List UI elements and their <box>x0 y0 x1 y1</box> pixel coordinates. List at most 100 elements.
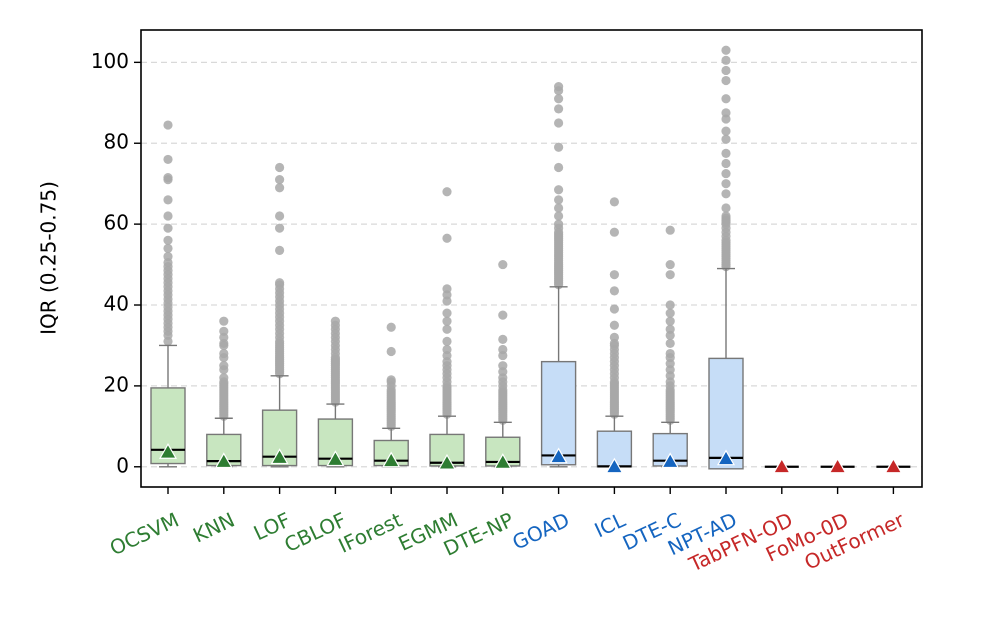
outlier-point <box>721 168 731 179</box>
box-tabpfn-od <box>764 457 799 474</box>
box-knn <box>206 316 242 469</box>
outlier-point <box>721 189 731 199</box>
outlier-point <box>665 348 675 359</box>
outlier-point <box>665 338 675 349</box>
outlier-point <box>554 219 564 229</box>
mean-marker <box>605 457 624 474</box>
outlier-point <box>721 134 731 144</box>
outlier-point <box>442 233 452 243</box>
mean-marker <box>772 457 791 474</box>
outlier-point <box>554 162 564 173</box>
outlier-point <box>609 286 620 296</box>
outlier-point <box>554 118 564 128</box>
outlier-point <box>721 179 731 189</box>
box-outformer <box>876 457 911 474</box>
y-tick-label: 40 <box>104 292 129 316</box>
outlier-point <box>219 373 229 383</box>
outlier-point <box>721 203 731 213</box>
outlier-point <box>442 316 452 326</box>
outlier-point <box>665 316 675 326</box>
outlier-point <box>275 245 285 256</box>
outlier-point <box>219 361 229 371</box>
mean-marker <box>884 457 903 474</box>
plot-area <box>150 45 911 474</box>
outlier-point <box>609 270 620 280</box>
outlier-point <box>665 270 675 280</box>
mean-marker <box>493 453 512 469</box>
mean-marker <box>270 448 289 465</box>
outlier-point <box>554 82 564 92</box>
x-tick-label: IForest <box>335 507 406 557</box>
box-dte-np <box>485 259 521 469</box>
y-tick-label: 0 <box>116 453 129 477</box>
mean-marker <box>382 451 401 468</box>
outlier-point <box>275 278 285 288</box>
box-npt-ad <box>708 45 744 470</box>
outlier-point <box>442 187 452 197</box>
box-ocsvm <box>150 120 186 468</box>
box-iforest <box>373 322 409 468</box>
outlier-point <box>721 126 731 136</box>
y-axis-title: IQR (0.25-0.75) <box>37 181 61 335</box>
outlier-point <box>163 173 173 183</box>
outlier-point <box>554 203 564 213</box>
outlier-point <box>721 158 731 169</box>
outlier-point <box>665 225 675 235</box>
mean-marker <box>437 453 457 470</box>
x-tick-label: OCSVM <box>106 508 183 561</box>
outlier-point <box>163 120 173 130</box>
outlier-point <box>721 148 731 158</box>
outlier-point <box>219 316 229 326</box>
outlier-point <box>721 45 731 55</box>
outlier-point <box>275 162 285 173</box>
box-cblof <box>317 316 354 468</box>
gridlines <box>141 61 922 468</box>
outlier-point <box>163 223 173 233</box>
outlier-point <box>554 94 564 104</box>
outlier-point <box>386 346 396 357</box>
outlier-point <box>498 310 508 320</box>
outlier-point <box>721 55 731 65</box>
outlier-point <box>275 223 285 233</box>
outlier-point <box>498 344 508 355</box>
outlier-point <box>219 348 229 359</box>
outlier-point <box>721 211 731 221</box>
outlier-point <box>442 336 452 347</box>
box-egmm <box>429 187 465 470</box>
outlier-point <box>554 104 564 114</box>
outlier-point <box>609 320 620 330</box>
outlier-point <box>386 322 396 332</box>
mean-marker <box>828 457 847 474</box>
mean-marker <box>214 452 233 469</box>
outlier-point <box>163 243 173 253</box>
outlier-point <box>442 308 452 318</box>
outlier-point <box>442 324 452 334</box>
outlier-point <box>665 259 675 270</box>
outlier-point <box>554 142 564 152</box>
outlier-point <box>554 211 564 221</box>
y-axis: 0 20 40 60 80 100 <box>91 49 141 477</box>
outlier-point <box>721 94 731 104</box>
box-lof <box>261 162 298 468</box>
outlier-point <box>498 334 508 344</box>
box-goad <box>540 82 577 468</box>
box-icl <box>596 197 633 474</box>
outlier-point <box>609 304 620 314</box>
outlier-point <box>163 235 173 245</box>
outlier-point <box>163 195 173 205</box>
outlier-point <box>163 154 173 165</box>
x-tick-label: CBLOF <box>281 508 350 557</box>
outlier-point <box>275 175 285 185</box>
mean-marker <box>716 449 736 466</box>
x-tick-label: GOAD <box>509 508 574 555</box>
box-dte-c <box>652 225 688 469</box>
x-tick-label: KNN <box>189 508 238 548</box>
outlier-point <box>721 108 731 118</box>
outlier-point <box>665 324 675 334</box>
outlier-point <box>275 183 285 193</box>
outlier-point <box>665 300 675 310</box>
y-tick-label: 80 <box>104 130 129 154</box>
outlier-point <box>721 75 731 86</box>
outlier-point <box>219 326 229 336</box>
